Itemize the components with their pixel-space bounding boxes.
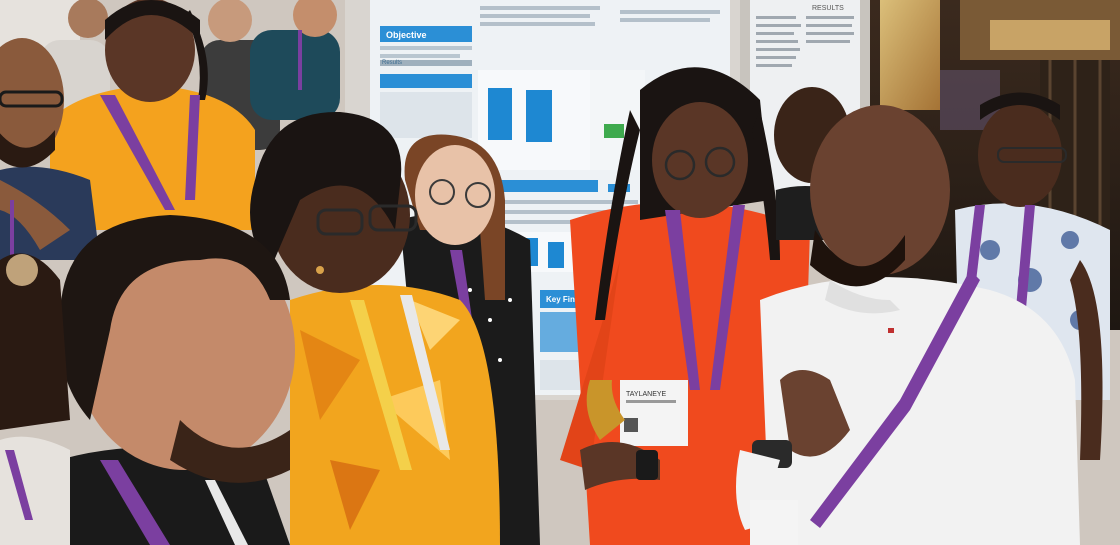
name-badge (750, 500, 798, 545)
poster-heading-results: Results (382, 60, 402, 66)
name-badge (620, 380, 688, 446)
poster-bar (526, 90, 552, 142)
poster-heading-objective: Objective (386, 30, 427, 40)
earring (316, 266, 324, 274)
poster-bar (548, 242, 564, 268)
poster-heading-key-findings: Key Findings (546, 295, 597, 304)
person-young-man-front (30, 215, 295, 545)
person-woman-yellow-top (250, 111, 500, 545)
watch (636, 450, 658, 480)
person-presenter-white-shirt (736, 105, 1080, 545)
right-poster-heading-results: RESULTS (812, 5, 844, 12)
person-yellow-shirt (50, 0, 255, 230)
poster-bar (488, 88, 512, 140)
person-bearded-man-left (0, 38, 100, 260)
shirt-logo (888, 328, 894, 333)
background-person-teal-shirt (250, 0, 340, 120)
poster-bar (604, 124, 624, 138)
person-woman-bottom-left (0, 253, 70, 545)
name-badge-text: TAYLANEYE (626, 391, 667, 398)
